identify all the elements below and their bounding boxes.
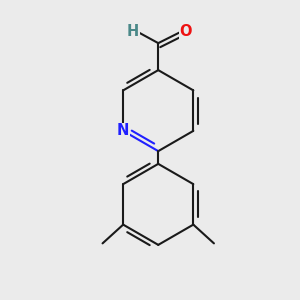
Text: O: O [179, 24, 192, 39]
Text: N: N [117, 123, 129, 138]
Text: H: H [127, 24, 139, 39]
